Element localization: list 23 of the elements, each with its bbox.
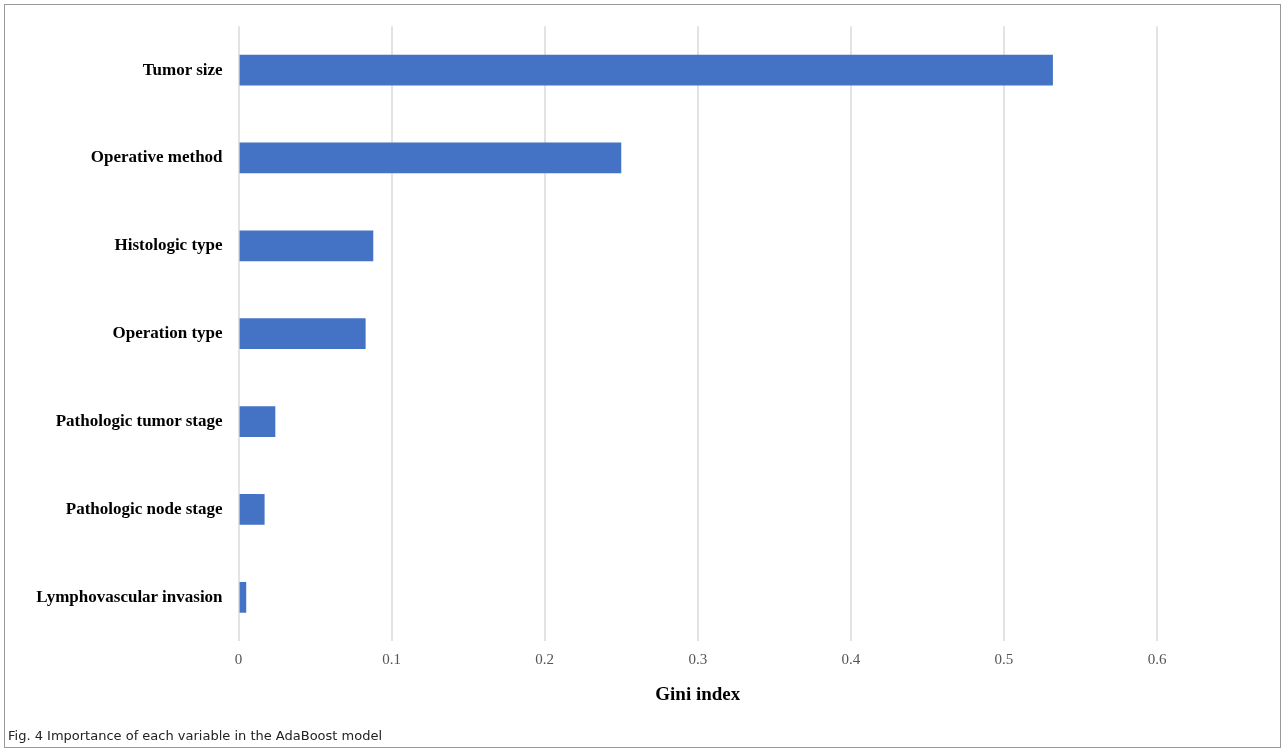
y-tick-label: Pathologic node stage bbox=[65, 498, 224, 518]
x-axis-title: Gini index bbox=[655, 682, 741, 704]
x-tick-label: 0.6 bbox=[1147, 651, 1167, 668]
bar bbox=[239, 230, 374, 262]
bar bbox=[239, 494, 265, 525]
x-tick-label: 0.4 bbox=[841, 651, 861, 668]
bar bbox=[239, 406, 276, 437]
y-tick-label: Operation type bbox=[112, 323, 224, 343]
y-tick-label: Operative method bbox=[90, 147, 224, 167]
x-tick-label: 0.2 bbox=[535, 651, 555, 668]
bar bbox=[239, 142, 622, 174]
x-tick-label: 0 bbox=[234, 651, 243, 668]
x-tick-label: 0.3 bbox=[688, 651, 708, 668]
y-tick-label: Pathologic tumor stage bbox=[55, 410, 224, 430]
y-tick-label: Tumor size bbox=[142, 59, 224, 79]
bar bbox=[239, 318, 366, 350]
y-tick-label: Lymphovascular invasion bbox=[36, 586, 224, 606]
y-tick-label: Histologic type bbox=[114, 235, 224, 255]
bar bbox=[239, 581, 247, 613]
caption: Fig. 4 Importance of each variable in the AdaBoost model bbox=[8, 728, 383, 743]
x-tick-label: 0.1 bbox=[382, 651, 402, 668]
bar bbox=[239, 54, 1053, 86]
x-tick-label: 0.5 bbox=[994, 651, 1014, 668]
